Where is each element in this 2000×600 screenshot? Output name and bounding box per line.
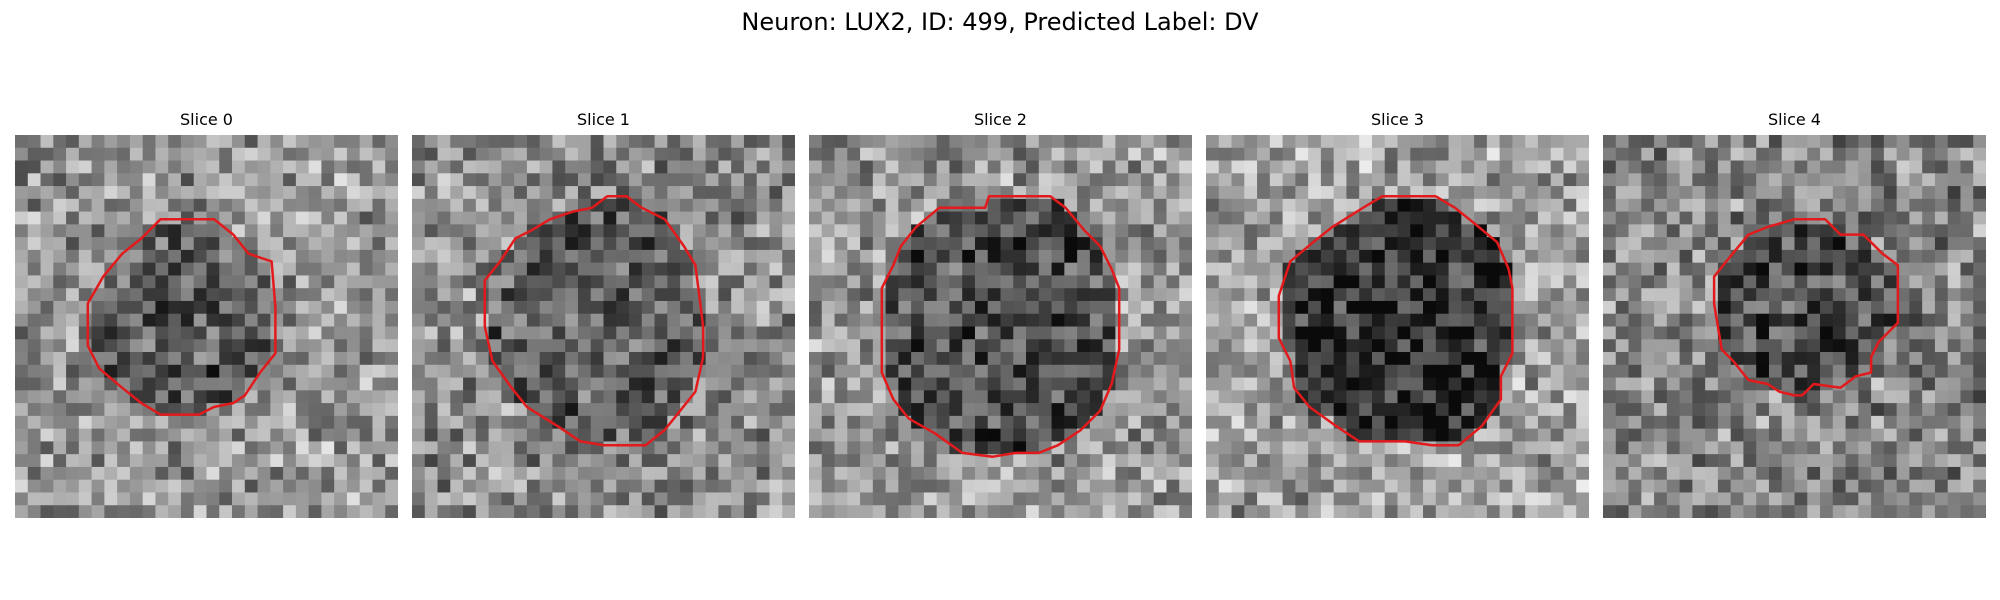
cell-contour: [880, 195, 1121, 458]
slice-pixels: [809, 135, 1192, 518]
slice-title: Slice 3: [1371, 110, 1424, 129]
cell-contour: [86, 218, 277, 416]
slice-image-1: [412, 135, 795, 518]
slice-panel-3: Slice 3: [1206, 108, 1589, 518]
figure-title: Neuron: LUX2, ID: 499, Predicted Label: …: [741, 8, 1259, 36]
cell-contour: [1277, 195, 1514, 447]
slice-title: Slice 1: [577, 110, 630, 129]
slice-panel-0: Slice 0: [15, 108, 398, 518]
slice-image-0: [15, 135, 398, 518]
slice-pixels: [412, 135, 795, 518]
slice-pixels: [1206, 135, 1589, 518]
slice-panel-4: Slice 4: [1603, 108, 1986, 518]
slice-title: Slice 2: [974, 110, 1027, 129]
slice-title: Slice 0: [180, 110, 233, 129]
cell-contour: [1712, 218, 1900, 397]
cell-contour: [483, 195, 705, 447]
slice-pixels: [15, 135, 398, 518]
slice-title: Slice 4: [1768, 110, 1821, 129]
slice-panel-1: Slice 1: [412, 108, 795, 518]
slice-image-3: [1206, 135, 1589, 518]
slice-image-4: [1603, 135, 1986, 518]
slice-pixels: [1603, 135, 1986, 518]
slice-panel-2: Slice 2: [809, 108, 1192, 518]
slice-image-2: [809, 135, 1192, 518]
